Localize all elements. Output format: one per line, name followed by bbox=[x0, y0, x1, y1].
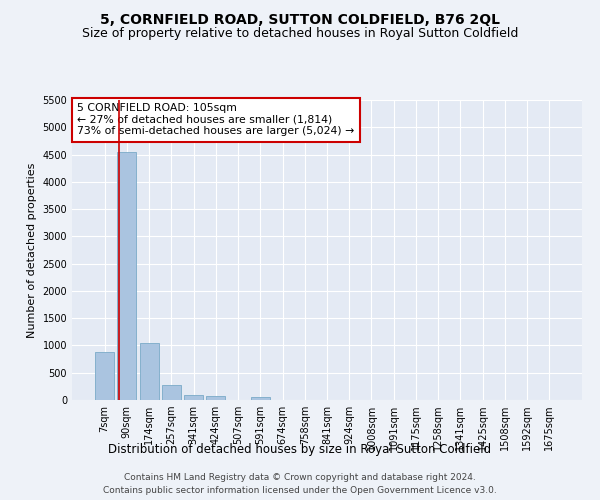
Bar bbox=[162, 385, 181, 400]
Bar bbox=[95, 352, 114, 400]
Text: 5 CORNFIELD ROAD: 105sqm
← 27% of detached houses are smaller (1,814)
73% of sem: 5 CORNFIELD ROAD: 105sqm ← 27% of detach… bbox=[77, 103, 355, 136]
Y-axis label: Number of detached properties: Number of detached properties bbox=[27, 162, 37, 338]
Text: Contains HM Land Registry data © Crown copyright and database right 2024.: Contains HM Land Registry data © Crown c… bbox=[124, 472, 476, 482]
Bar bbox=[184, 395, 203, 400]
Bar bbox=[140, 342, 158, 400]
Text: Contains public sector information licensed under the Open Government Licence v3: Contains public sector information licen… bbox=[103, 486, 497, 495]
Bar bbox=[251, 398, 270, 400]
Bar bbox=[118, 152, 136, 400]
Text: Size of property relative to detached houses in Royal Sutton Coldfield: Size of property relative to detached ho… bbox=[82, 28, 518, 40]
Bar bbox=[206, 396, 225, 400]
Text: 5, CORNFIELD ROAD, SUTTON COLDFIELD, B76 2QL: 5, CORNFIELD ROAD, SUTTON COLDFIELD, B76… bbox=[100, 12, 500, 26]
Text: Distribution of detached houses by size in Royal Sutton Coldfield: Distribution of detached houses by size … bbox=[109, 442, 491, 456]
